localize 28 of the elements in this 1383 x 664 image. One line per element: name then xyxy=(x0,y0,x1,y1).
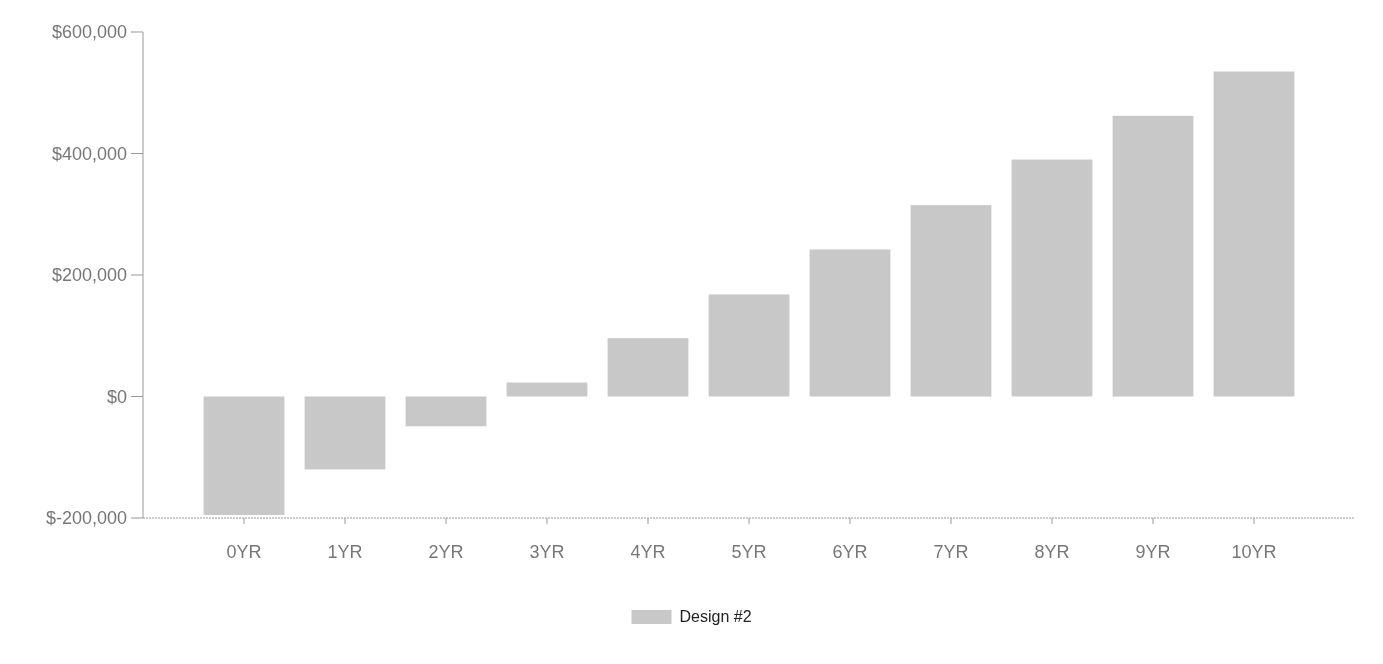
x-tick-label: 3YR xyxy=(529,542,565,562)
x-tick-label: 2YR xyxy=(428,542,464,562)
y-tick-label: $600,000 xyxy=(51,22,127,43)
x-tick-label: 5YR xyxy=(731,542,767,562)
x-tick-label: 6YR xyxy=(832,542,868,562)
bar xyxy=(607,338,689,397)
x-tick-label: 1YR xyxy=(327,542,363,562)
legend-label: Design #2 xyxy=(679,608,752,625)
bar xyxy=(809,249,891,397)
x-tick-label: 9YR xyxy=(1135,542,1171,562)
bar xyxy=(1112,115,1194,397)
x-tick-label: 0YR xyxy=(226,542,262,562)
x-tick-label: 7YR xyxy=(933,542,969,562)
bar xyxy=(304,396,386,470)
bar xyxy=(405,396,487,427)
x-tick-label: 10YR xyxy=(1231,542,1277,562)
bar xyxy=(1213,71,1295,397)
bar xyxy=(506,382,588,397)
bar xyxy=(203,396,285,515)
bar xyxy=(708,294,790,397)
y-tick-label: $0 xyxy=(106,386,127,407)
y-tick-label: $-200,000 xyxy=(45,508,127,529)
bar xyxy=(1011,159,1093,397)
x-tick-label: 8YR xyxy=(1034,542,1070,562)
y-tick-label: $200,000 xyxy=(51,265,127,286)
y-tick-label: $400,000 xyxy=(51,143,127,164)
x-tick-label: 4YR xyxy=(630,542,666,562)
bar xyxy=(910,205,992,397)
